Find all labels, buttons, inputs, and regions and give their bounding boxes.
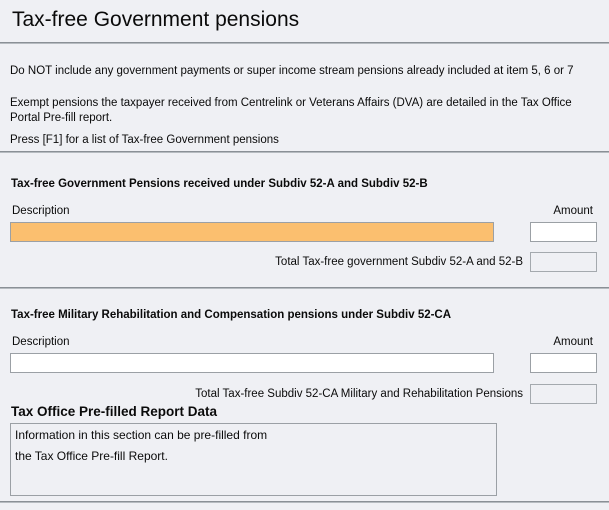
prefill-section-heading: Tax Office Pre-filled Report Data bbox=[11, 404, 218, 419]
govt-amount-input[interactable] bbox=[530, 222, 597, 242]
intro-note-f1-help: Press [F1] for a list of Tax-free Govern… bbox=[10, 134, 279, 146]
intro-note-items: Do NOT include any government payments o… bbox=[10, 65, 574, 77]
section-govt-heading: Tax-free Government Pensions received un… bbox=[11, 178, 428, 190]
prefill-info-line: Information in this section can be pre-f… bbox=[15, 428, 268, 442]
military-total-field bbox=[530, 384, 597, 404]
govt-total-field bbox=[530, 252, 597, 272]
military-amount-input[interactable] bbox=[530, 353, 597, 373]
section-separator bbox=[0, 151, 609, 153]
bottom-separator bbox=[0, 501, 609, 503]
govt-description-input[interactable] bbox=[10, 222, 494, 242]
military-description-label: Description bbox=[12, 336, 70, 348]
page-title: Tax-free Government pensions bbox=[12, 8, 300, 31]
intro-note-exempt-pensions: Exempt pensions the taxpayer received fr… bbox=[10, 97, 572, 124]
military-total-label: Total Tax-free Subdiv 52-CA Military and… bbox=[195, 388, 523, 400]
title-separator bbox=[0, 42, 609, 44]
govt-total-label: Total Tax-free government Subdiv 52-A an… bbox=[275, 256, 523, 268]
military-description-input[interactable] bbox=[10, 353, 494, 373]
military-amount-label: Amount bbox=[553, 336, 593, 348]
section-separator bbox=[0, 287, 609, 289]
section-military-heading: Tax-free Military Rehabilitation and Com… bbox=[11, 309, 452, 321]
govt-amount-label: Amount bbox=[553, 205, 593, 217]
govt-description-label: Description bbox=[12, 205, 70, 217]
prefill-info-textarea[interactable]: Information in this section can be pre-f… bbox=[10, 423, 497, 496]
prefill-info-line: the Tax Office Pre-fill Report. bbox=[15, 449, 168, 463]
